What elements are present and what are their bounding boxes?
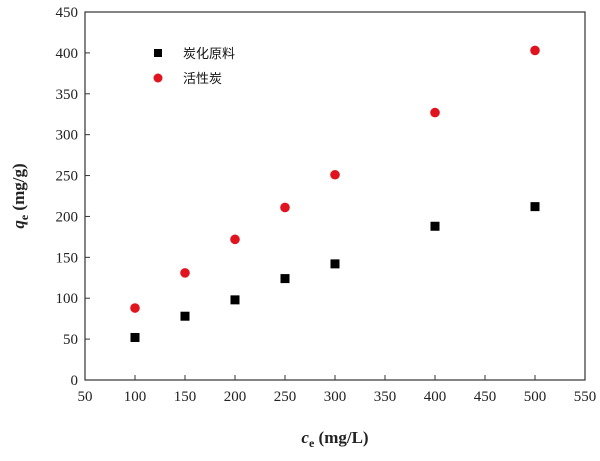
y-tick-label: 350 bbox=[56, 87, 79, 103]
legend-label-series-0: 炭化原料 bbox=[183, 47, 235, 62]
x-tick-label: 350 bbox=[374, 389, 397, 405]
x-tick-label: 300 bbox=[324, 389, 347, 405]
y-tick-label: 450 bbox=[56, 5, 79, 21]
data-point-series-1 bbox=[280, 202, 290, 213]
data-point-series-0 bbox=[280, 274, 290, 284]
legend-marker-series-1 bbox=[153, 73, 163, 83]
y-tick-label: 200 bbox=[56, 209, 79, 225]
legend-label-series-1: 活性炭 bbox=[183, 72, 222, 87]
y-tick-label: 150 bbox=[56, 250, 79, 266]
x-axis-label: ce (mg/L) bbox=[301, 428, 368, 450]
data-point-series-0 bbox=[530, 202, 540, 212]
x-tick-label: 450 bbox=[474, 389, 497, 405]
x-tick-label: 100 bbox=[124, 389, 147, 405]
y-tick-label: 400 bbox=[56, 46, 79, 62]
y-tick-label: 0 bbox=[71, 373, 79, 389]
y-tick-label: 250 bbox=[56, 169, 79, 185]
legend: 炭化原料 活性炭 bbox=[153, 47, 235, 87]
y-axis-label: qe (mg/g) bbox=[9, 163, 31, 228]
legend-marker-series-0 bbox=[154, 49, 162, 57]
y-tick-label: 100 bbox=[56, 291, 79, 307]
x-tick-label: 50 bbox=[78, 389, 93, 405]
data-point-series-0 bbox=[130, 332, 140, 342]
data-point-series-1 bbox=[230, 234, 240, 245]
y-tick-label: 50 bbox=[63, 332, 78, 348]
data-point-series-0 bbox=[230, 295, 240, 305]
x-tick-label: 500 bbox=[524, 389, 547, 405]
data-point-series-1 bbox=[430, 107, 440, 118]
data-point-series-1 bbox=[330, 169, 340, 180]
data-point-series-0 bbox=[430, 221, 440, 231]
plot-frame bbox=[84, 11, 586, 381]
x-tick-label: 150 bbox=[174, 389, 197, 405]
x-tick-label: 250 bbox=[274, 389, 297, 405]
x-tick-label: 200 bbox=[224, 389, 247, 405]
data-point-series-1 bbox=[130, 303, 140, 313]
data-point-series-1 bbox=[530, 45, 540, 56]
data-point-series-0 bbox=[180, 311, 190, 321]
data-point-series-1 bbox=[180, 268, 190, 278]
x-tick-label: 400 bbox=[424, 389, 447, 405]
y-tick-label: 300 bbox=[56, 128, 79, 144]
data-point-series-0 bbox=[330, 259, 340, 269]
x-tick-label: 550 bbox=[574, 389, 597, 405]
